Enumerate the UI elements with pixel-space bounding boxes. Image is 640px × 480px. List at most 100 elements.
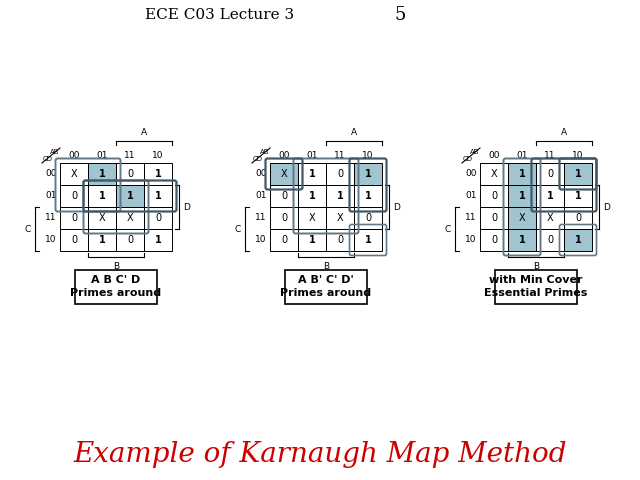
Text: 1: 1 <box>99 191 106 201</box>
Bar <box>508 163 536 185</box>
Bar <box>536 207 564 229</box>
Text: 1: 1 <box>547 191 554 201</box>
Text: 0: 0 <box>575 213 581 223</box>
FancyBboxPatch shape <box>75 270 157 304</box>
Text: C: C <box>445 225 451 233</box>
Text: 01: 01 <box>516 151 528 160</box>
Bar <box>326 185 354 207</box>
Text: 0: 0 <box>127 169 133 179</box>
Text: 00: 00 <box>45 169 57 179</box>
Bar <box>564 163 592 185</box>
Bar <box>564 207 592 229</box>
Text: 10: 10 <box>362 151 374 160</box>
Text: B: B <box>113 262 119 271</box>
Text: B: B <box>533 262 539 271</box>
Text: Primes around: Primes around <box>280 288 372 298</box>
Text: X: X <box>491 169 497 179</box>
Text: 1: 1 <box>518 169 525 179</box>
Bar <box>508 163 536 185</box>
Text: 01: 01 <box>255 192 267 201</box>
Text: 11: 11 <box>124 151 136 160</box>
Text: 11: 11 <box>334 151 346 160</box>
Text: 11: 11 <box>465 214 477 223</box>
Text: 01: 01 <box>465 192 477 201</box>
Text: ECE C03 Lecture 3: ECE C03 Lecture 3 <box>145 8 294 22</box>
Bar <box>88 207 116 229</box>
Text: 1: 1 <box>155 169 161 179</box>
Text: 0: 0 <box>281 235 287 245</box>
Bar <box>536 163 564 185</box>
Text: 1: 1 <box>518 235 525 245</box>
Text: D: D <box>393 203 400 212</box>
Text: A: A <box>141 128 147 137</box>
Bar <box>88 163 116 185</box>
Text: 01: 01 <box>45 192 57 201</box>
Text: X: X <box>281 169 287 179</box>
Bar <box>354 163 382 185</box>
Bar <box>116 185 144 207</box>
Bar <box>508 185 536 207</box>
Text: X: X <box>547 213 554 223</box>
Text: A B C' D: A B C' D <box>92 275 141 285</box>
Text: 0: 0 <box>491 191 497 201</box>
Bar <box>144 185 172 207</box>
Bar <box>536 185 564 207</box>
Bar <box>270 163 298 185</box>
Text: Essential Primes: Essential Primes <box>484 288 588 298</box>
Text: 0: 0 <box>365 213 371 223</box>
Bar <box>298 185 326 207</box>
Text: A: A <box>351 128 357 137</box>
Text: D: D <box>603 203 610 212</box>
Bar <box>480 185 508 207</box>
Bar <box>536 229 564 251</box>
Text: 0: 0 <box>127 235 133 245</box>
Bar <box>508 207 536 229</box>
Text: 10: 10 <box>152 151 164 160</box>
Text: 0: 0 <box>491 213 497 223</box>
Bar <box>564 229 592 251</box>
Text: 1: 1 <box>99 169 106 179</box>
Text: 0: 0 <box>337 235 343 245</box>
Text: 00: 00 <box>68 151 80 160</box>
Bar <box>88 185 116 207</box>
Bar <box>270 207 298 229</box>
Text: 1: 1 <box>308 191 316 201</box>
Text: CD: CD <box>253 156 263 162</box>
Bar <box>508 229 536 251</box>
Text: A: A <box>561 128 567 137</box>
Bar <box>60 229 88 251</box>
Text: D: D <box>183 203 190 212</box>
Text: 11: 11 <box>544 151 556 160</box>
Text: AB: AB <box>470 149 479 155</box>
Text: 00: 00 <box>465 169 477 179</box>
Text: 1: 1 <box>99 235 106 245</box>
Bar <box>564 229 592 251</box>
Text: CD: CD <box>463 156 473 162</box>
Text: Example of Karnaugh Map Method: Example of Karnaugh Map Method <box>73 442 567 468</box>
Bar <box>298 163 326 185</box>
Text: 00: 00 <box>278 151 290 160</box>
Text: 1: 1 <box>308 235 316 245</box>
Text: 0: 0 <box>71 213 77 223</box>
Bar <box>326 207 354 229</box>
Bar <box>354 185 382 207</box>
FancyBboxPatch shape <box>495 270 577 304</box>
Text: 11: 11 <box>45 214 57 223</box>
Text: AB: AB <box>49 149 59 155</box>
Text: 0: 0 <box>71 235 77 245</box>
Text: CD: CD <box>43 156 53 162</box>
Text: X: X <box>337 213 343 223</box>
Text: C: C <box>25 225 31 233</box>
Text: 1: 1 <box>337 191 344 201</box>
Text: 0: 0 <box>547 235 553 245</box>
Text: 1: 1 <box>365 235 371 245</box>
Text: 1: 1 <box>518 191 525 201</box>
Text: C: C <box>235 225 241 233</box>
Bar <box>354 207 382 229</box>
Bar <box>354 163 382 185</box>
Bar <box>480 163 508 185</box>
Text: 01: 01 <box>307 151 317 160</box>
Bar <box>144 229 172 251</box>
Bar <box>88 229 116 251</box>
Text: 1: 1 <box>308 169 316 179</box>
